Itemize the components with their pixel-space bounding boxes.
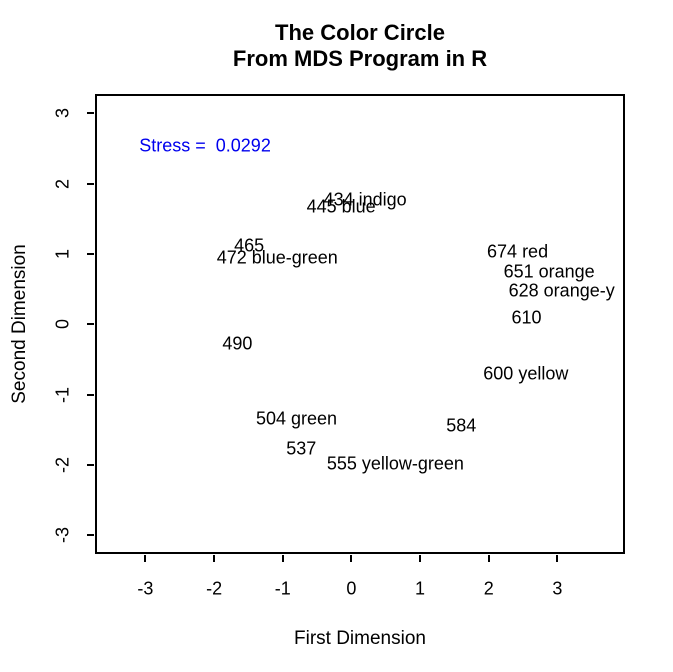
chart-title: The Color Circle [275, 20, 445, 45]
y-tick [87, 464, 94, 467]
x-tick [144, 555, 147, 562]
x-tick-label: -1 [274, 578, 291, 599]
y-tick-label: 2 [52, 178, 73, 189]
x-tick [350, 555, 353, 562]
x-tick-label: -3 [137, 578, 154, 599]
point-label: 674 red [487, 241, 549, 262]
plot-area: 434 indigo 445 blue 465 472 blue-green 490 50… [96, 95, 624, 553]
chart-subtitle: From MDS Program in R [232, 46, 488, 71]
x-tick [213, 555, 216, 562]
stress-annotation: Stress = 0.0292 [139, 135, 271, 156]
y-tick-label: 3 [52, 108, 73, 119]
x-tick [556, 555, 559, 562]
point-label: 434 indigo [323, 189, 407, 210]
x-axis-label: First Dimension [294, 628, 426, 649]
point-label: 472 blue-green [216, 247, 338, 268]
y-tick-label: 0 [52, 319, 73, 330]
y-tick-label: -2 [52, 457, 73, 474]
x-tick-label: 3 [552, 578, 563, 599]
point-label: 555 yellow-green [326, 453, 464, 474]
y-tick [87, 393, 94, 396]
y-tick [87, 182, 94, 185]
y-tick-label: -1 [52, 386, 73, 403]
point-label: 628 orange-y [508, 280, 615, 301]
x-tick [487, 555, 490, 562]
point-label: 584 [446, 415, 477, 436]
y-tick [87, 252, 94, 255]
chart-title-block: The Color Circle From MDS Program in R [96, 20, 624, 72]
point-label: 600 yellow [483, 363, 569, 384]
y-tick [87, 534, 94, 537]
x-tick [281, 555, 284, 562]
plot-frame [95, 94, 625, 554]
point-label: 465 [234, 235, 265, 256]
x-tick [419, 555, 422, 562]
point-label: 490 [222, 333, 253, 354]
y-tick [87, 323, 94, 326]
x-tick-label: -2 [206, 578, 223, 599]
point-label: 445 blue [306, 196, 376, 217]
x-tick-label: 2 [483, 578, 494, 599]
point-label: 537 [286, 438, 317, 459]
point-label: 504 green [255, 408, 338, 429]
point-label: 651 orange [503, 261, 595, 282]
y-tick-label: -3 [52, 527, 73, 544]
y-tick [87, 112, 94, 115]
x-tick-label: 0 [346, 578, 357, 599]
y-axis-label: Second Dimension [9, 244, 30, 404]
point-label: 610 [511, 307, 542, 328]
x-tick-label: 1 [415, 578, 426, 599]
y-tick-label: 1 [52, 248, 73, 259]
